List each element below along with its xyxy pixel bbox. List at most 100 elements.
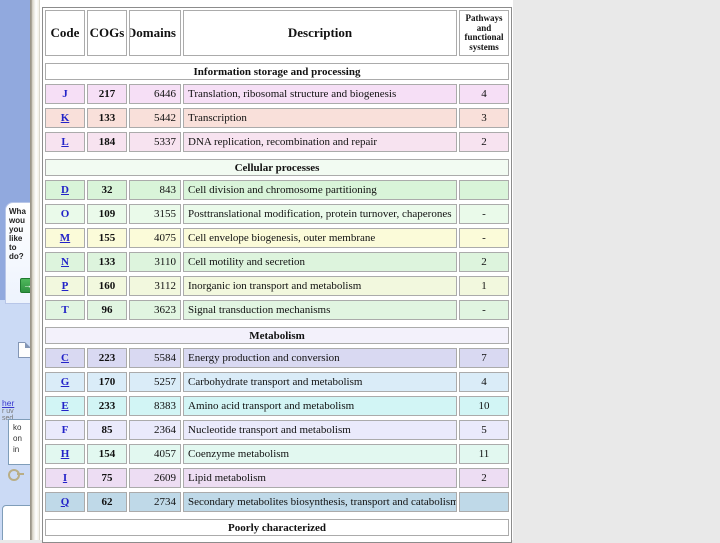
code-link[interactable]: O xyxy=(60,208,70,220)
table-row: J 217 6446 Translation, ribosomal structure… xyxy=(45,84,509,104)
code-link[interactable]: I xyxy=(62,472,68,484)
pane-divider[interactable] xyxy=(30,0,40,540)
pathways-cell: 3 xyxy=(459,108,509,128)
cogs-count: 96 xyxy=(101,304,113,316)
domains-count-cell: 8383 xyxy=(129,396,181,416)
cogs-count: 184 xyxy=(98,136,116,148)
cogs-count: 233 xyxy=(98,400,116,412)
cogs-count-cell: 223 xyxy=(87,348,127,368)
pathways-cell: 5 xyxy=(459,420,509,440)
code-cell: L xyxy=(45,132,85,152)
code-link[interactable]: P xyxy=(61,280,69,292)
code-link[interactable]: T xyxy=(61,304,69,316)
description-cell: Lipid metabolism xyxy=(183,468,457,488)
code-cell: C xyxy=(45,348,85,368)
code-link[interactable]: J xyxy=(62,88,68,100)
section-title: Metabolism xyxy=(45,327,509,344)
code-cell: H xyxy=(45,444,85,464)
cogs-count-cell: 32 xyxy=(87,180,127,200)
description-cell: Coenzyme metabolism xyxy=(183,444,457,464)
description-cell: Nucleotide transport and metabolism xyxy=(183,420,457,440)
domains-count-cell: 3623 xyxy=(129,300,181,320)
cogs-count-cell: 133 xyxy=(87,252,127,272)
pathways-cell: 2 xyxy=(459,252,509,272)
cogs-count: 223 xyxy=(98,352,116,364)
table-header-row: Code COGs Domains Description Pathways a… xyxy=(45,10,509,56)
pathways-cell: 2 xyxy=(459,132,509,152)
cogs-count: 62 xyxy=(101,496,113,508)
section-header-row: Metabolism xyxy=(45,327,509,344)
table-row: Q 62 2734 Secondary metabolites biosynthesi… xyxy=(45,492,509,512)
description-cell: Translation, ribosomal structure and bio… xyxy=(183,84,457,104)
pathways-cell xyxy=(459,180,509,200)
table-row: N 133 3110 Cell motility and secretion 2 xyxy=(45,252,509,272)
cogs-count: 155 xyxy=(98,232,116,244)
description-cell: Inorganic ion transport and metabolism xyxy=(183,276,457,296)
cogs-count: 133 xyxy=(98,112,116,124)
description-cell: Cell division and chromosome partitionin… xyxy=(183,180,457,200)
pathways-cell: - xyxy=(459,300,509,320)
cogs-count-cell: 184 xyxy=(87,132,127,152)
domains-count-cell: 2734 xyxy=(129,492,181,512)
section-title: Information storage and processing xyxy=(45,63,509,80)
code-link[interactable]: K xyxy=(60,112,70,124)
code-link[interactable]: H xyxy=(60,448,70,460)
code-cell: M xyxy=(45,228,85,248)
code-link[interactable]: F xyxy=(61,424,69,436)
code-cell: K xyxy=(45,108,85,128)
code-link[interactable]: L xyxy=(61,136,69,148)
table-row: P 160 3112 Inorganic ion transport and meta… xyxy=(45,276,509,296)
cogs-count-cell: 75 xyxy=(87,468,127,488)
table-body: Information storage and processing J 217 64… xyxy=(45,63,509,536)
key-icon[interactable] xyxy=(8,465,24,481)
domains-count-cell: 5337 xyxy=(129,132,181,152)
section-header-row: Poorly characterized xyxy=(45,519,509,536)
table-row: K 133 5442 Transcription 3 xyxy=(45,108,509,128)
code-link[interactable]: N xyxy=(61,256,69,268)
section-title: Poorly characterized xyxy=(45,519,509,536)
cogs-count: 160 xyxy=(98,280,116,292)
cogs-count-cell: 96 xyxy=(87,300,127,320)
pathways-cell xyxy=(459,492,509,512)
table-row: H 154 4057 Coenzyme metabolism 11 xyxy=(45,444,509,464)
pathways-cell: 2 xyxy=(459,468,509,488)
table-row: F 85 2364 Nucleotide transport and metaboli… xyxy=(45,420,509,440)
code-link[interactable]: E xyxy=(61,400,69,412)
header-domains: Domains xyxy=(129,10,181,56)
pane-link[interactable]: her xyxy=(2,398,15,408)
domains-count-cell: 843 xyxy=(129,180,181,200)
code-cell: G xyxy=(45,372,85,392)
pathways-cell: - xyxy=(459,204,509,224)
cogs-count: 133 xyxy=(98,256,116,268)
cogs-count-cell: 233 xyxy=(87,396,127,416)
go-arrow-button[interactable]: → xyxy=(20,278,30,293)
header-description: Description xyxy=(183,10,457,56)
domains-count-cell: 3110 xyxy=(129,252,181,272)
pathways-cell: - xyxy=(459,228,509,248)
cogs-count-cell: 217 xyxy=(87,84,127,104)
code-link[interactable]: D xyxy=(61,184,69,196)
pane-bottom-box[interactable] xyxy=(2,505,30,540)
pane-list-box[interactable]: ko on in xyxy=(8,419,30,465)
table-row: D 32 843 Cell division and chromosome parti… xyxy=(45,180,509,200)
cogs-count: 170 xyxy=(98,376,116,388)
document-icon[interactable] xyxy=(18,342,30,358)
code-cell: D xyxy=(45,180,85,200)
cogs-count-cell: 160 xyxy=(87,276,127,296)
code-link[interactable]: M xyxy=(59,232,71,244)
code-link[interactable]: C xyxy=(61,352,69,364)
description-cell: Cell envelope biogenesis, outer membrane xyxy=(183,228,457,248)
description-cell: Transcription xyxy=(183,108,457,128)
code-link[interactable]: Q xyxy=(60,496,70,508)
table-row: L 184 5337 DNA replication, recombination a… xyxy=(45,132,509,152)
pathways-cell: 11 xyxy=(459,444,509,464)
table-row: C 223 5584 Energy production and conversion… xyxy=(45,348,509,368)
description-cell: Secondary metabolites biosynthesis, tran… xyxy=(183,492,457,512)
code-link[interactable]: G xyxy=(60,376,70,388)
code-cell: O xyxy=(45,204,85,224)
cogs-count-cell: 109 xyxy=(87,204,127,224)
description-cell: DNA replication, recombination and repai… xyxy=(183,132,457,152)
domains-count-cell: 5442 xyxy=(129,108,181,128)
cogs-count-cell: 154 xyxy=(87,444,127,464)
